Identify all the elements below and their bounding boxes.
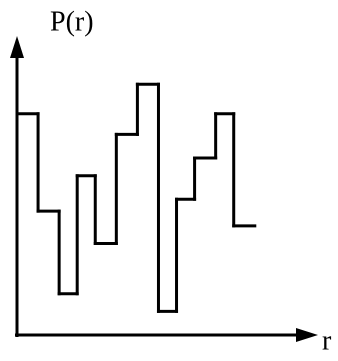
y-axis-arrow bbox=[10, 36, 24, 58]
y-axis-label: P(r) bbox=[50, 6, 94, 37]
x-axis-label: r bbox=[322, 325, 332, 356]
x-axis-arrow bbox=[296, 328, 318, 342]
